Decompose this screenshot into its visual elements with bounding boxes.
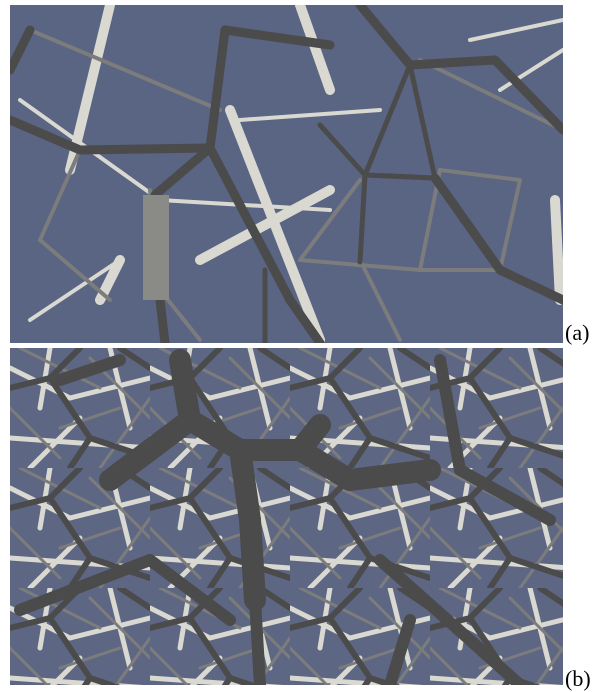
rendering-a	[10, 5, 563, 343]
panel-label: (a)	[565, 320, 589, 346]
panel-label: (b)	[565, 666, 591, 692]
rendering-b	[10, 348, 563, 685]
renderings	[0, 0, 597, 690]
figure: {"panels": [{"label": "(a)"}, {"label": …	[0, 0, 597, 690]
